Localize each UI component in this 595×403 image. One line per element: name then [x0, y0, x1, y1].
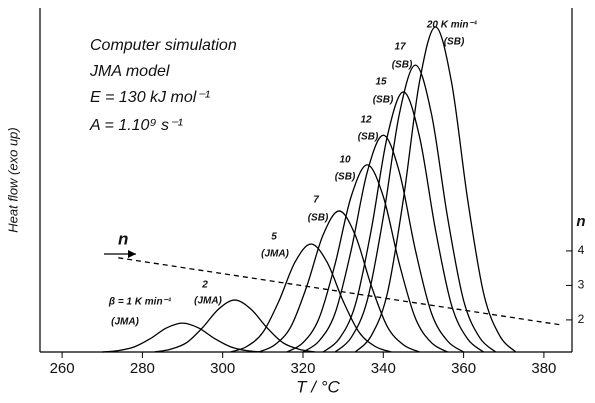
x-tick-label: 280: [130, 360, 155, 377]
x-tick-label: 360: [451, 360, 476, 377]
x-tick-label: 340: [371, 360, 396, 377]
legend-label: (SB): [358, 132, 379, 143]
curve: [230, 243, 392, 353]
y2-tick-label: 4: [578, 243, 585, 257]
legend-label: 20 K min⁻¹: [426, 20, 478, 31]
legend-label: 5: [271, 232, 277, 243]
annotation: E = 130 kJ mol⁻¹: [90, 89, 210, 106]
curve: [102, 322, 263, 353]
x-tick-label: 320: [290, 360, 315, 377]
legend-label: 2: [201, 280, 208, 291]
legend-label: 12: [360, 115, 372, 126]
curve: [322, 91, 485, 353]
annotation: n: [118, 229, 128, 248]
curve: [302, 134, 464, 353]
legend-label: 10: [339, 155, 351, 166]
legend-label: 15: [375, 77, 387, 88]
annotation: JMA model: [89, 63, 170, 80]
curve: [334, 64, 497, 353]
x-tick-label: 380: [531, 360, 556, 377]
annotation: Computer simulation: [90, 37, 237, 54]
legend-label: 7: [313, 195, 319, 206]
legend-label: (SB): [444, 37, 465, 48]
y2-tick-label: 3: [578, 278, 585, 292]
arrow-head: [128, 250, 136, 258]
y2-axis-label: n: [576, 213, 585, 230]
x-tick-label: 300: [210, 360, 235, 377]
legend-label: (JMA): [111, 317, 139, 328]
legend-label: (SB): [392, 60, 413, 71]
curve: [286, 164, 448, 353]
legend-label: β = 1 K min⁻¹: [108, 297, 172, 308]
x-axis-label: T / °C: [296, 377, 340, 396]
y-axis-label: Heat flow (exo up): [5, 127, 20, 233]
legend-label: (JMA): [261, 249, 289, 260]
x-tick-label: 260: [50, 360, 75, 377]
annotation: A = 1.10⁹ s⁻¹: [89, 117, 183, 134]
legend-label: (SB): [308, 213, 329, 224]
curve: [258, 210, 420, 353]
legend-label: (SB): [373, 95, 394, 106]
legend-label: (SB): [335, 172, 356, 183]
legend-label: (JMA): [194, 296, 222, 307]
curve: [154, 299, 316, 353]
y2-tick-label: 2: [578, 312, 585, 326]
legend-label: 17: [394, 42, 406, 53]
